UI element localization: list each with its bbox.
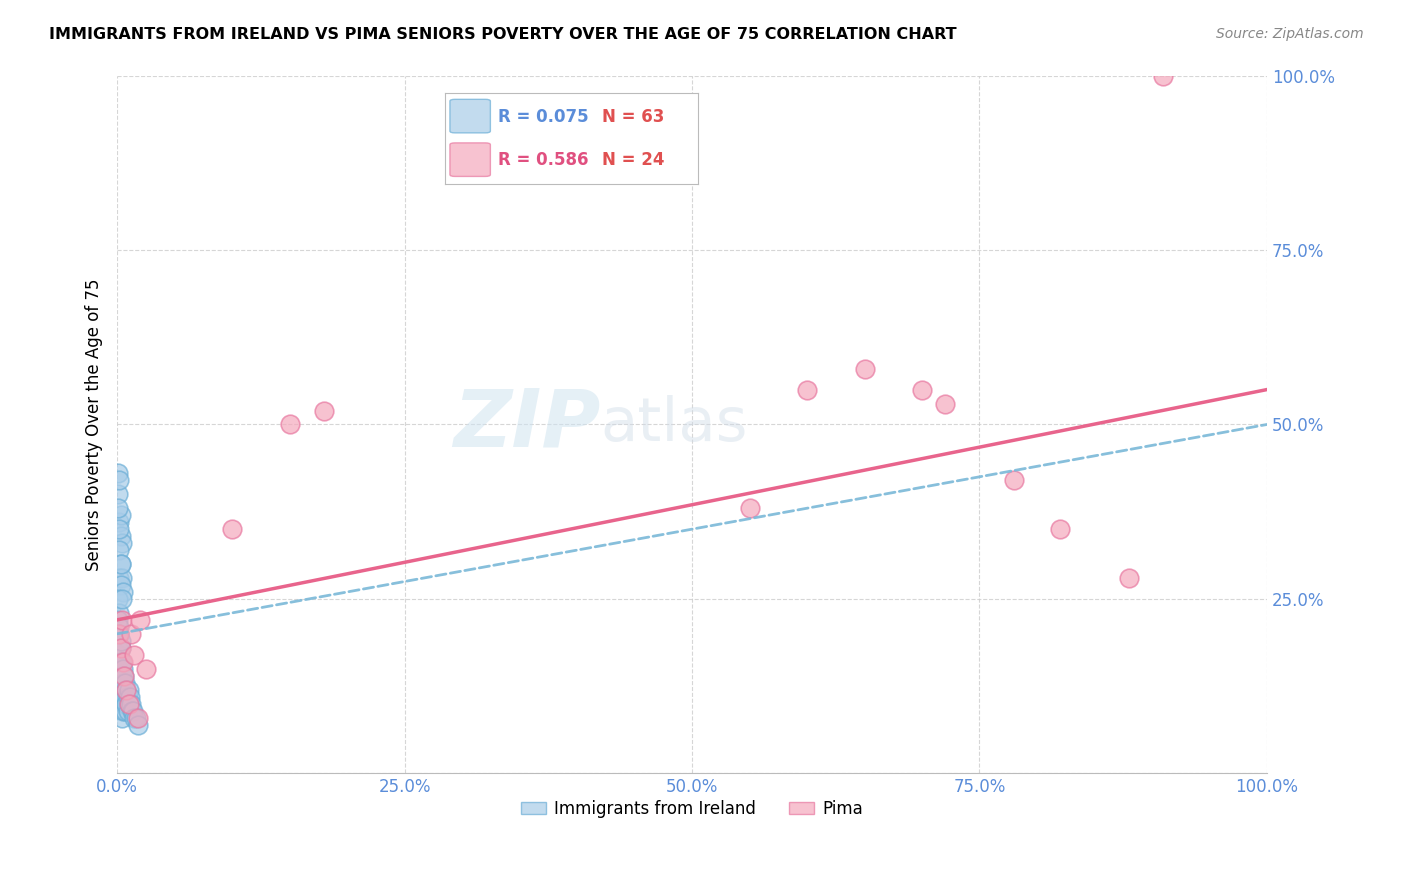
Point [111,655,134,669]
Point [108,662,131,676]
Point [108,543,131,558]
Point [278,417,301,432]
Text: atlas: atlas [600,395,748,454]
Point [115,682,138,697]
Point [108,515,131,529]
Point [110,529,132,543]
Point [1118,571,1140,585]
Point [112,669,135,683]
Point [111,710,134,724]
Point [115,682,138,697]
Point [110,697,132,711]
Y-axis label: Seniors Poverty Over the Age of 75: Seniors Poverty Over the Age of 75 [86,278,103,571]
Point [122,704,145,718]
Point [108,522,131,536]
Point [111,591,134,606]
Point [110,578,132,592]
Point [114,675,136,690]
Point [108,627,131,641]
Point [111,662,134,676]
Point [107,662,129,676]
Point [107,640,129,655]
Point [108,620,131,634]
Point [108,571,131,585]
Point [1152,69,1174,83]
Point [120,697,142,711]
Point [114,704,136,718]
Point [110,682,132,697]
Point [221,522,243,536]
Point [1002,473,1025,487]
Point [112,682,135,697]
Point [111,655,134,669]
Point [114,690,136,704]
Point [112,697,135,711]
Point [135,662,157,676]
Point [124,648,146,662]
Legend: Immigrants from Ireland, Pima: Immigrants from Ireland, Pima [515,793,870,824]
Point [111,704,134,718]
Point [110,633,132,648]
Point [108,648,131,662]
Point [110,655,132,669]
Point [110,640,132,655]
Point [111,571,134,585]
Point [108,606,131,620]
Point [107,501,129,516]
Point [118,697,141,711]
Point [107,487,129,501]
Point [110,557,132,571]
Point [108,682,131,697]
Point [112,669,135,683]
Point [108,627,131,641]
Point [121,704,143,718]
Point [738,501,761,516]
Point [108,627,131,641]
Point [110,557,132,571]
Point [124,710,146,724]
Point [853,361,876,376]
Point [107,591,129,606]
Point [111,690,134,704]
Point [115,697,138,711]
Point [108,697,131,711]
Point [110,669,132,683]
Point [111,675,134,690]
Point [118,682,141,697]
Point [911,383,934,397]
Point [314,403,336,417]
Text: ZIP: ZIP [453,385,600,464]
Point [1049,522,1071,536]
Point [111,613,134,627]
Point [120,627,142,641]
Point [117,690,139,704]
Point [118,697,141,711]
Point [108,473,131,487]
Point [107,613,129,627]
Point [796,383,818,397]
Point [110,640,132,655]
Text: IMMIGRANTS FROM IRELAND VS PIMA SENIORS POVERTY OVER THE AGE OF 75 CORRELATION C: IMMIGRANTS FROM IRELAND VS PIMA SENIORS … [49,27,957,42]
Point [107,682,129,697]
Point [127,717,149,731]
Point [127,710,149,724]
Point [107,467,129,481]
Point [110,508,132,523]
Point [111,585,134,599]
Point [117,704,139,718]
Point [129,613,152,627]
Text: Source: ZipAtlas.com: Source: ZipAtlas.com [1216,27,1364,41]
Point [111,682,134,697]
Point [111,536,134,550]
Point [111,669,134,683]
Point [118,690,141,704]
Point [124,710,146,724]
Point [934,396,956,410]
